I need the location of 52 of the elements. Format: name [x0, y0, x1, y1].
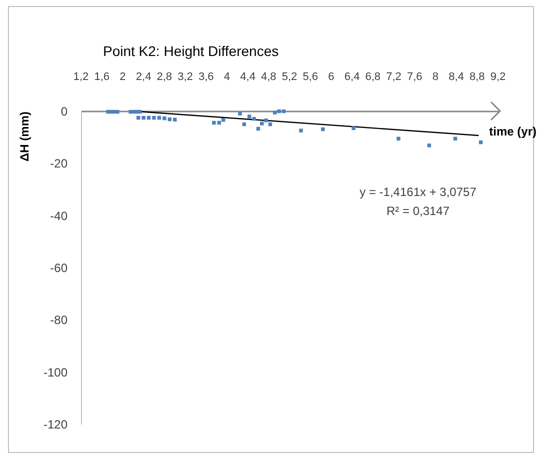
point: [299, 128, 303, 132]
x-tick-label: 8,4: [448, 71, 464, 83]
point: [212, 120, 216, 125]
x-tick-label: 2: [120, 71, 126, 83]
x-tick-label: 4,8: [261, 71, 276, 83]
y-tick-label: -80: [50, 313, 68, 328]
point: [138, 110, 142, 114]
y-axis-title: ΔH (mm): [17, 112, 32, 162]
point: [172, 118, 177, 122]
x-tick-label: 2,8: [156, 71, 172, 83]
x-tick-label: 9,2: [490, 71, 506, 83]
point: [252, 116, 256, 121]
y-tick-label: 0: [60, 104, 68, 118]
point: [116, 110, 120, 114]
point: [152, 116, 156, 120]
chart-title: Point K2: Height Differences: [103, 43, 279, 59]
x-tick-label: 4: [224, 71, 230, 83]
annotation: R² = 0,3147: [386, 204, 450, 218]
x-tick-label: 7,6: [406, 71, 422, 83]
x-tick-label: 8,8: [470, 71, 485, 83]
x-tick-label: 7,2: [386, 71, 402, 83]
x-tick-label: 1,6: [94, 71, 110, 83]
y-tick-label: -60: [50, 261, 68, 275]
y-tick-label: -20: [50, 156, 68, 171]
point: [260, 122, 264, 126]
x-tick-label: 5,6: [302, 71, 318, 83]
x-axis-title: time (yr): [489, 124, 537, 138]
x-tick-label: 1,2: [73, 71, 89, 83]
point: [238, 112, 242, 116]
x-tick-label: 6,4: [344, 71, 360, 83]
y-tick-label: -100: [43, 365, 68, 380]
point: [277, 109, 281, 114]
point: [427, 144, 432, 148]
x-tick-label: 6,8: [365, 71, 381, 83]
point: [247, 114, 252, 118]
x-tick-label: 5,2: [282, 71, 298, 83]
y-tick-label: -120: [43, 418, 68, 432]
x-tick-label: 8: [432, 71, 439, 83]
point: [168, 117, 172, 122]
point: [142, 116, 146, 120]
point: [264, 118, 268, 122]
annotation: y = -1,4161x + 3,0757: [360, 185, 477, 199]
point: [352, 126, 356, 130]
point: [162, 116, 166, 120]
point: [273, 110, 277, 114]
x-tick-label: 4,4: [240, 71, 256, 83]
x-tick-label: 6: [328, 71, 334, 83]
x-tick-label: 2,4: [136, 71, 152, 83]
x-tick-label: 3,2: [178, 71, 193, 83]
point: [396, 136, 400, 141]
y-tick-label: -40: [50, 208, 68, 223]
x-tick-label: 3,6: [198, 71, 214, 83]
